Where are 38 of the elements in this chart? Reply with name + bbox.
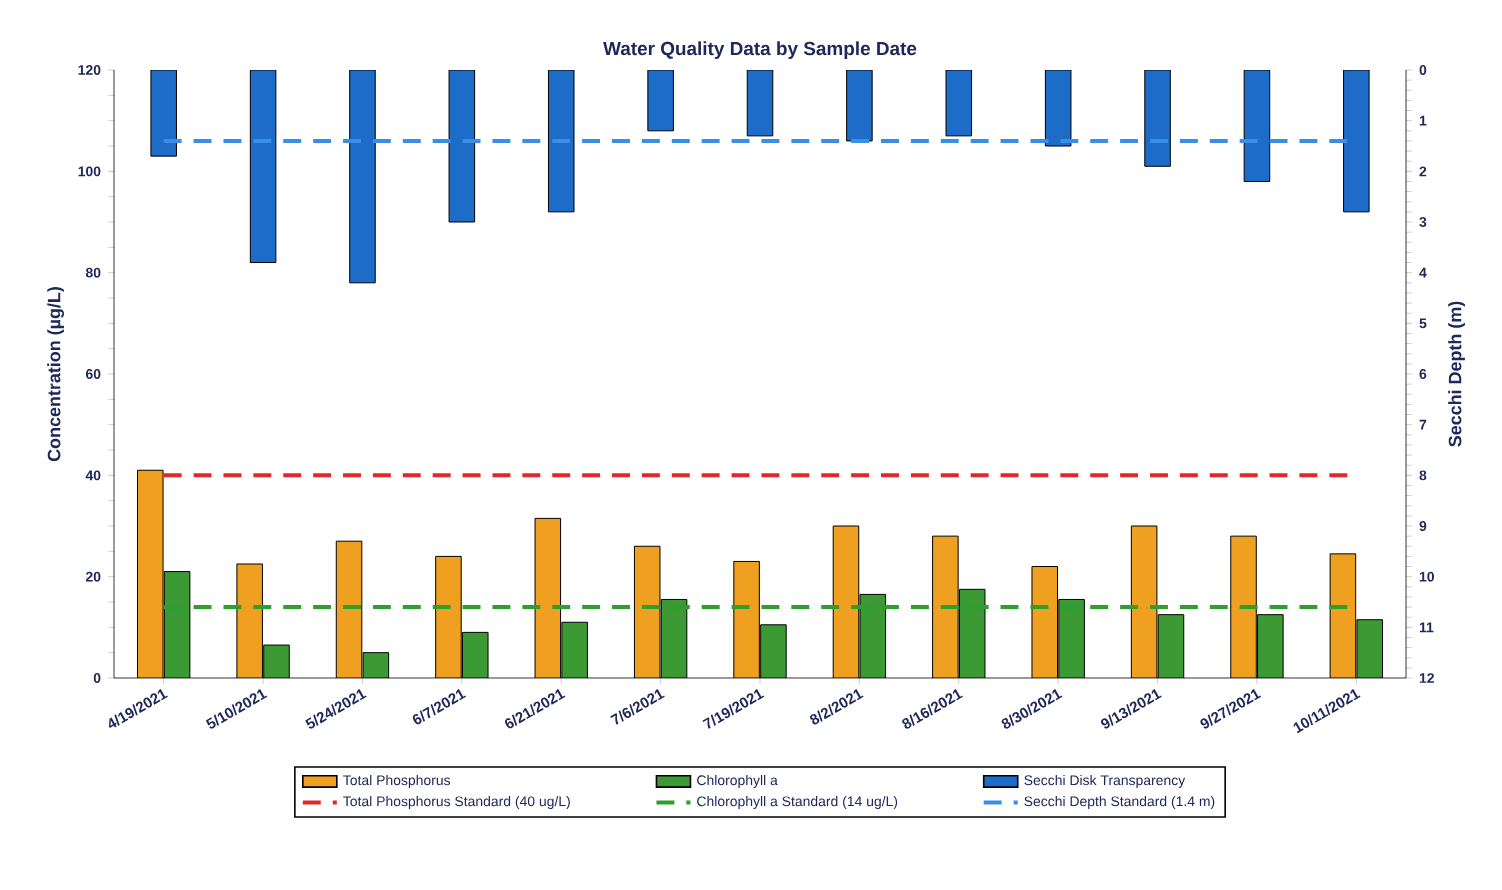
bar xyxy=(164,571,190,678)
bar xyxy=(249,70,277,264)
bar xyxy=(959,589,985,678)
bar xyxy=(137,470,164,678)
bar xyxy=(336,541,362,678)
bar xyxy=(462,632,489,678)
bar xyxy=(1243,70,1271,182)
bar xyxy=(932,536,959,678)
bar xyxy=(1031,566,1058,678)
y2-axis-title: Secchi Depth (m) xyxy=(1448,301,1465,447)
bar xyxy=(833,526,859,678)
bar xyxy=(349,70,376,284)
bar xyxy=(1356,619,1384,678)
bar xyxy=(647,70,674,132)
bar xyxy=(1329,553,1357,678)
bar xyxy=(448,70,476,223)
bar xyxy=(561,622,588,678)
bar xyxy=(1257,614,1284,678)
bar xyxy=(1131,526,1157,678)
bar xyxy=(263,645,290,678)
bar xyxy=(547,70,575,213)
bar xyxy=(535,518,561,678)
bar xyxy=(760,624,787,678)
bar xyxy=(435,556,462,678)
bar xyxy=(1144,70,1171,167)
bar xyxy=(860,594,886,678)
y-axis-title: Concentration (µg/L) xyxy=(47,287,65,462)
chart-title: Water Quality Data by Sample Date xyxy=(603,41,917,59)
bar xyxy=(236,564,263,678)
bar xyxy=(746,70,774,137)
bar xyxy=(945,70,973,137)
bar xyxy=(846,70,873,142)
bar xyxy=(1058,599,1085,678)
bar xyxy=(634,546,660,678)
bar xyxy=(1343,70,1370,213)
bar xyxy=(733,561,760,678)
bar xyxy=(1158,614,1184,678)
bar xyxy=(1230,536,1257,678)
